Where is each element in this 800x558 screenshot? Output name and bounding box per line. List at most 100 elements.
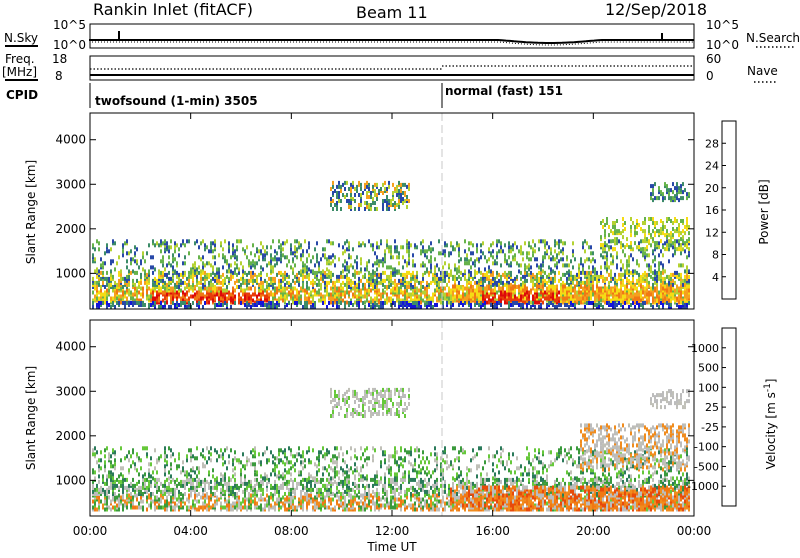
range-cell (510, 295, 512, 299)
range-cell (218, 301, 220, 305)
range-cell (676, 182, 678, 186)
range-cell (564, 289, 566, 293)
range-cell (336, 279, 338, 283)
range-cell (398, 199, 400, 203)
range-cell (616, 241, 618, 245)
range-cell (336, 205, 338, 209)
range-cell (602, 219, 604, 223)
range-cell (270, 277, 272, 281)
range-cell (280, 253, 282, 257)
range-cell (344, 181, 346, 185)
range-cell (202, 261, 204, 265)
range-cell (454, 289, 456, 293)
range-cell (198, 287, 200, 291)
nave-label: Nave (747, 64, 778, 78)
range-cell (188, 297, 190, 301)
range-cell (122, 277, 124, 281)
range-cell (582, 241, 584, 245)
range-cell (630, 281, 632, 285)
range-cell (280, 247, 282, 251)
range-cell (596, 289, 598, 293)
range-cell (212, 249, 214, 253)
range-cell (168, 249, 170, 253)
range-cell (396, 269, 398, 273)
range-cell (506, 293, 508, 297)
range-cell (176, 301, 178, 305)
range-cell (198, 245, 200, 249)
range-cell (492, 297, 494, 301)
range-cell (578, 271, 580, 275)
range-cell (136, 498, 138, 502)
range-cell (106, 243, 108, 247)
range-cell (676, 271, 678, 275)
range-cell (684, 241, 686, 245)
range-cell (612, 221, 614, 225)
range-cell (330, 297, 332, 301)
range-cell (230, 305, 232, 309)
range-cell (394, 267, 396, 271)
n-sky-label: N.Sky (4, 31, 38, 45)
range-cell (204, 275, 206, 279)
range-cell (472, 251, 474, 255)
range-cell (668, 295, 670, 299)
range-cell (318, 283, 320, 287)
range-cell (540, 299, 542, 303)
range-cell (406, 289, 408, 293)
range-cell (370, 273, 372, 277)
range-cell (438, 297, 440, 301)
range-cell (530, 279, 532, 283)
range-cell (404, 259, 406, 263)
range-cell (204, 295, 206, 299)
range-cell (224, 301, 226, 305)
range-cell (238, 285, 240, 289)
range-cell (280, 285, 282, 289)
range-cell (386, 203, 388, 207)
range-cell (192, 287, 194, 291)
range-cell (494, 259, 496, 263)
range-cell (480, 271, 482, 275)
range-cell (346, 193, 348, 197)
range-cell (228, 295, 230, 299)
range-cell (660, 239, 662, 243)
range-cell (344, 291, 346, 295)
range-cell (444, 275, 446, 279)
range-cell (656, 287, 658, 291)
range-cell (346, 181, 348, 185)
range-cell (308, 273, 310, 277)
range-cell (306, 285, 308, 289)
range-cell (378, 299, 380, 303)
noise-right-tick-bottom: 10^0 (706, 38, 739, 52)
range-cell (290, 243, 292, 247)
range-cell (430, 297, 432, 301)
range-cell (324, 301, 326, 305)
range-cell (674, 186, 676, 190)
range-cell (178, 303, 180, 307)
range-cell (336, 301, 338, 305)
range-cell (230, 293, 232, 297)
range-cell (568, 301, 570, 305)
range-cell (582, 287, 584, 291)
range-cell (114, 267, 116, 271)
range-cell (674, 243, 676, 247)
range-cell (98, 283, 100, 287)
range-cell (624, 269, 626, 273)
range-cell (588, 287, 590, 291)
range-cell (474, 259, 476, 263)
range-cell (172, 257, 174, 261)
range-cell (428, 301, 430, 305)
range-cell (162, 263, 164, 267)
range-cell (662, 221, 664, 225)
range-cell (250, 261, 252, 265)
range-cell (276, 251, 278, 255)
range-cell (672, 283, 674, 287)
range-cell (448, 293, 450, 297)
range-cell (240, 297, 242, 301)
range-cell (270, 259, 272, 263)
range-cell (334, 295, 336, 299)
range-cell (338, 191, 340, 195)
range-cell (366, 181, 368, 185)
range-cell (166, 504, 168, 508)
range-cell (622, 243, 624, 247)
range-cell (516, 285, 518, 289)
range-cell (136, 301, 138, 305)
